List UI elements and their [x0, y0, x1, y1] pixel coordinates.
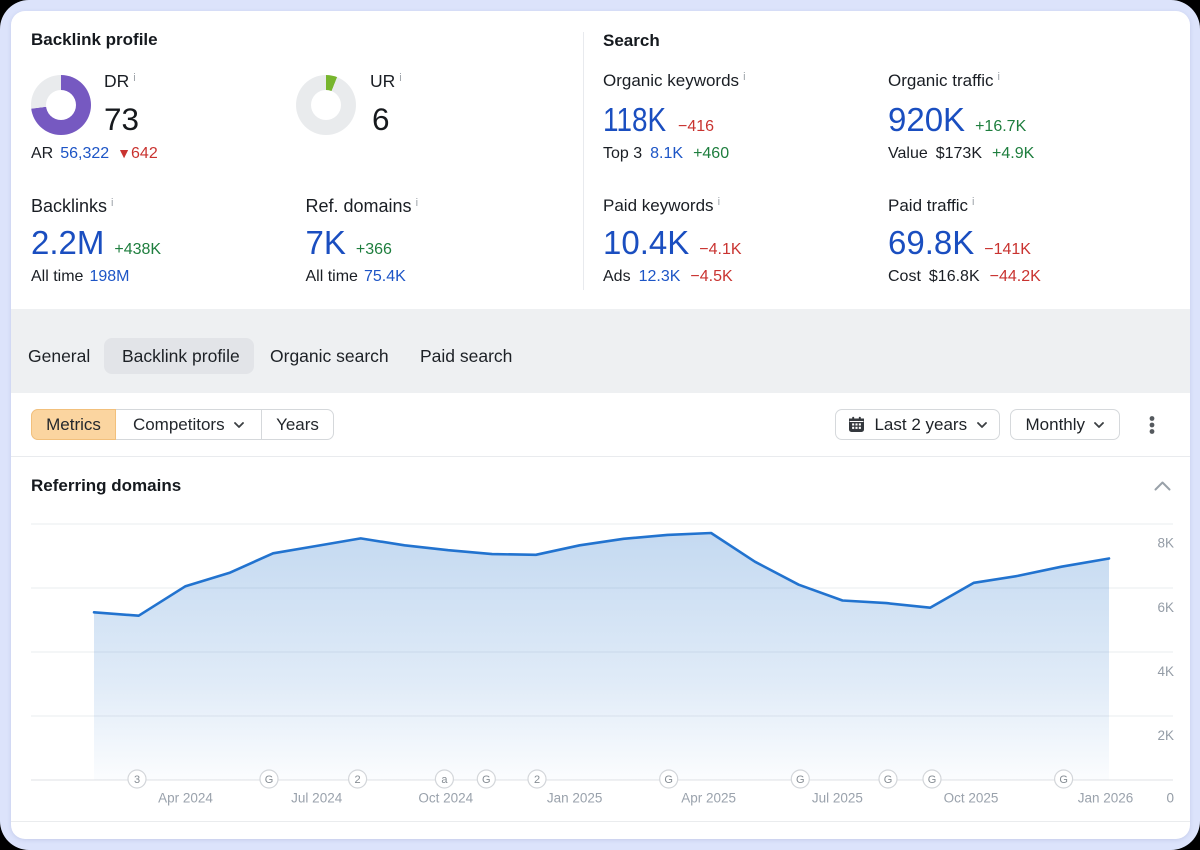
svg-text:4K: 4K	[1157, 664, 1174, 679]
svg-text:G: G	[1059, 774, 1068, 786]
svg-text:Jul 2025: Jul 2025	[812, 791, 863, 806]
svg-text:2K: 2K	[1157, 728, 1174, 743]
svg-text:6K: 6K	[1157, 600, 1174, 615]
svg-text:Apr 2025: Apr 2025	[681, 791, 736, 806]
svg-text:Jan 2026: Jan 2026	[1078, 791, 1134, 806]
svg-text:8K: 8K	[1157, 536, 1174, 551]
svg-text:2: 2	[355, 774, 361, 786]
svg-text:Jul 2024: Jul 2024	[291, 791, 343, 806]
svg-text:3: 3	[134, 774, 140, 786]
svg-text:Oct 2025: Oct 2025	[944, 791, 999, 806]
svg-text:a: a	[441, 774, 448, 786]
svg-text:G: G	[796, 774, 805, 786]
svg-text:G: G	[884, 774, 893, 786]
svg-text:G: G	[482, 774, 491, 786]
svg-text:G: G	[265, 774, 274, 786]
svg-text:Oct 2024: Oct 2024	[418, 791, 473, 806]
svg-text:G: G	[664, 774, 673, 786]
svg-text:G: G	[928, 774, 937, 786]
svg-text:Jan 2025: Jan 2025	[547, 791, 603, 806]
svg-text:2: 2	[534, 774, 540, 786]
svg-text:0: 0	[1166, 791, 1174, 806]
svg-text:Apr 2024: Apr 2024	[158, 791, 213, 806]
